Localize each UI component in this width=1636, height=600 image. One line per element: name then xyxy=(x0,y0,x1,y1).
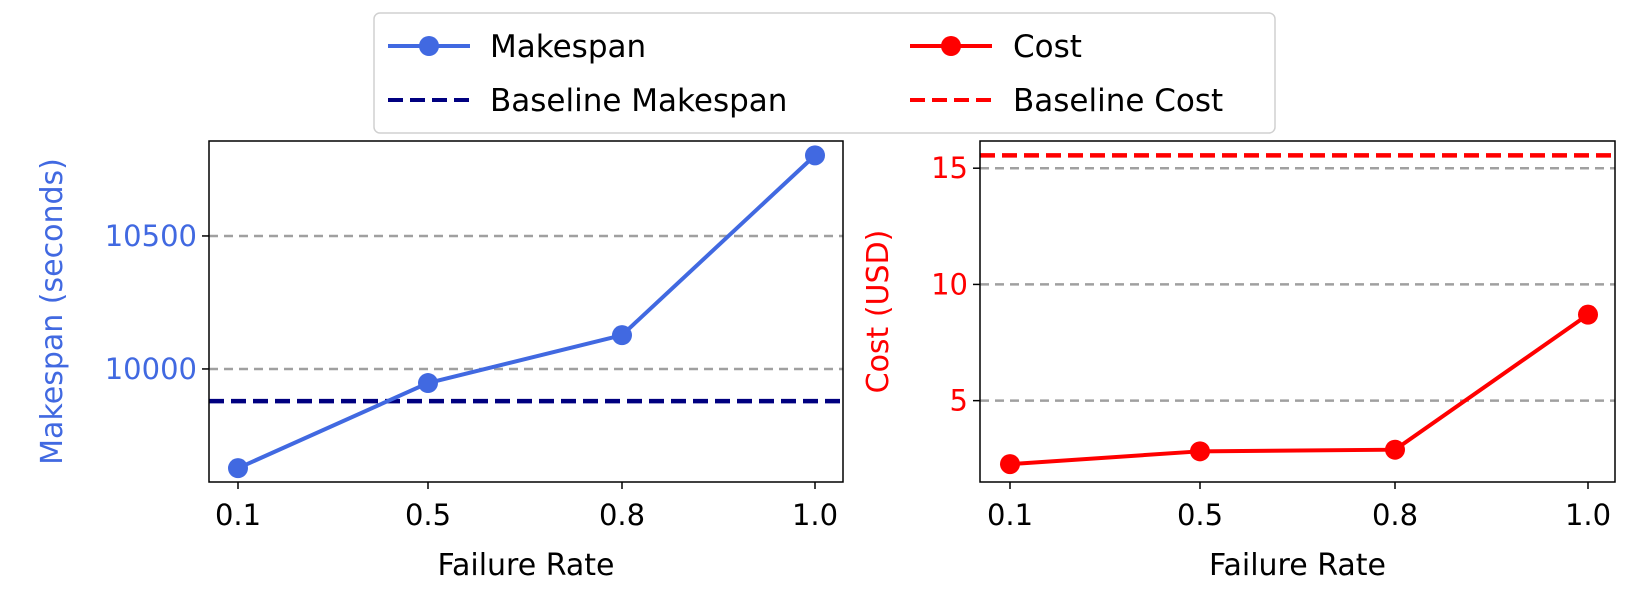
plot-frame xyxy=(979,140,1616,483)
series-line xyxy=(1009,312,1590,467)
x-tick-label: 0.1 xyxy=(987,498,1033,532)
y-axis-label: Makespan (seconds) xyxy=(35,158,70,465)
x-tick-label: 0.5 xyxy=(1177,498,1223,532)
legend-entry-makespan: Makespan xyxy=(388,29,646,65)
x-axis-label: Failure Rate xyxy=(1209,548,1386,583)
x-tick-label: 0.5 xyxy=(405,498,451,532)
data-point xyxy=(1385,439,1405,460)
legend-label-baseline-makespan: Baseline Makespan xyxy=(490,83,787,119)
data-point xyxy=(805,145,825,166)
legend-entry-baseline-cost: Baseline Cost xyxy=(910,83,1223,119)
y-tick-label: 10000 xyxy=(105,352,197,386)
chart-panel-1: 10000 10500 0.1 0.5 0.8 1.0 Failure Rate Makesp… xyxy=(35,140,844,583)
legend: Makespan Cost Baseline Makespan Baseline… xyxy=(373,12,1276,134)
y-tick-label: 15 xyxy=(931,151,968,185)
data-point xyxy=(1578,304,1598,325)
chart-panel-2: 5 10 15 0.1 0.5 0.8 1.0 Failure Rate Cost (USD) xyxy=(861,140,1616,583)
series-line xyxy=(237,153,817,470)
legend-entry-baseline-makespan: Baseline Makespan xyxy=(388,83,787,119)
data-point xyxy=(418,373,438,394)
data-point xyxy=(228,458,248,479)
data-point xyxy=(1190,441,1210,462)
legend-frame xyxy=(373,12,1276,134)
legend-label-makespan: Makespan xyxy=(490,29,646,65)
x-tick-label: 0.1 xyxy=(215,498,261,532)
x-tick-label: 1.0 xyxy=(792,498,838,532)
y-tick-label: 10500 xyxy=(105,219,197,253)
y-tick-label: 10 xyxy=(931,267,968,301)
y-tick-label: 5 xyxy=(950,384,968,418)
legend-label-baseline-cost: Baseline Cost xyxy=(1013,83,1223,119)
legend-label-cost: Cost xyxy=(1013,29,1082,65)
legend-entry-cost: Cost xyxy=(910,29,1082,65)
x-tick-label: 0.8 xyxy=(599,498,645,532)
x-tick-label: 1.0 xyxy=(1565,498,1611,532)
data-point xyxy=(1000,454,1020,475)
data-point xyxy=(612,325,632,346)
x-axis-label: Failure Rate xyxy=(437,548,614,583)
y-axis-label: Cost (USD) xyxy=(861,230,896,394)
x-tick-label: 0.8 xyxy=(1372,498,1418,532)
plot-frame xyxy=(208,140,844,483)
